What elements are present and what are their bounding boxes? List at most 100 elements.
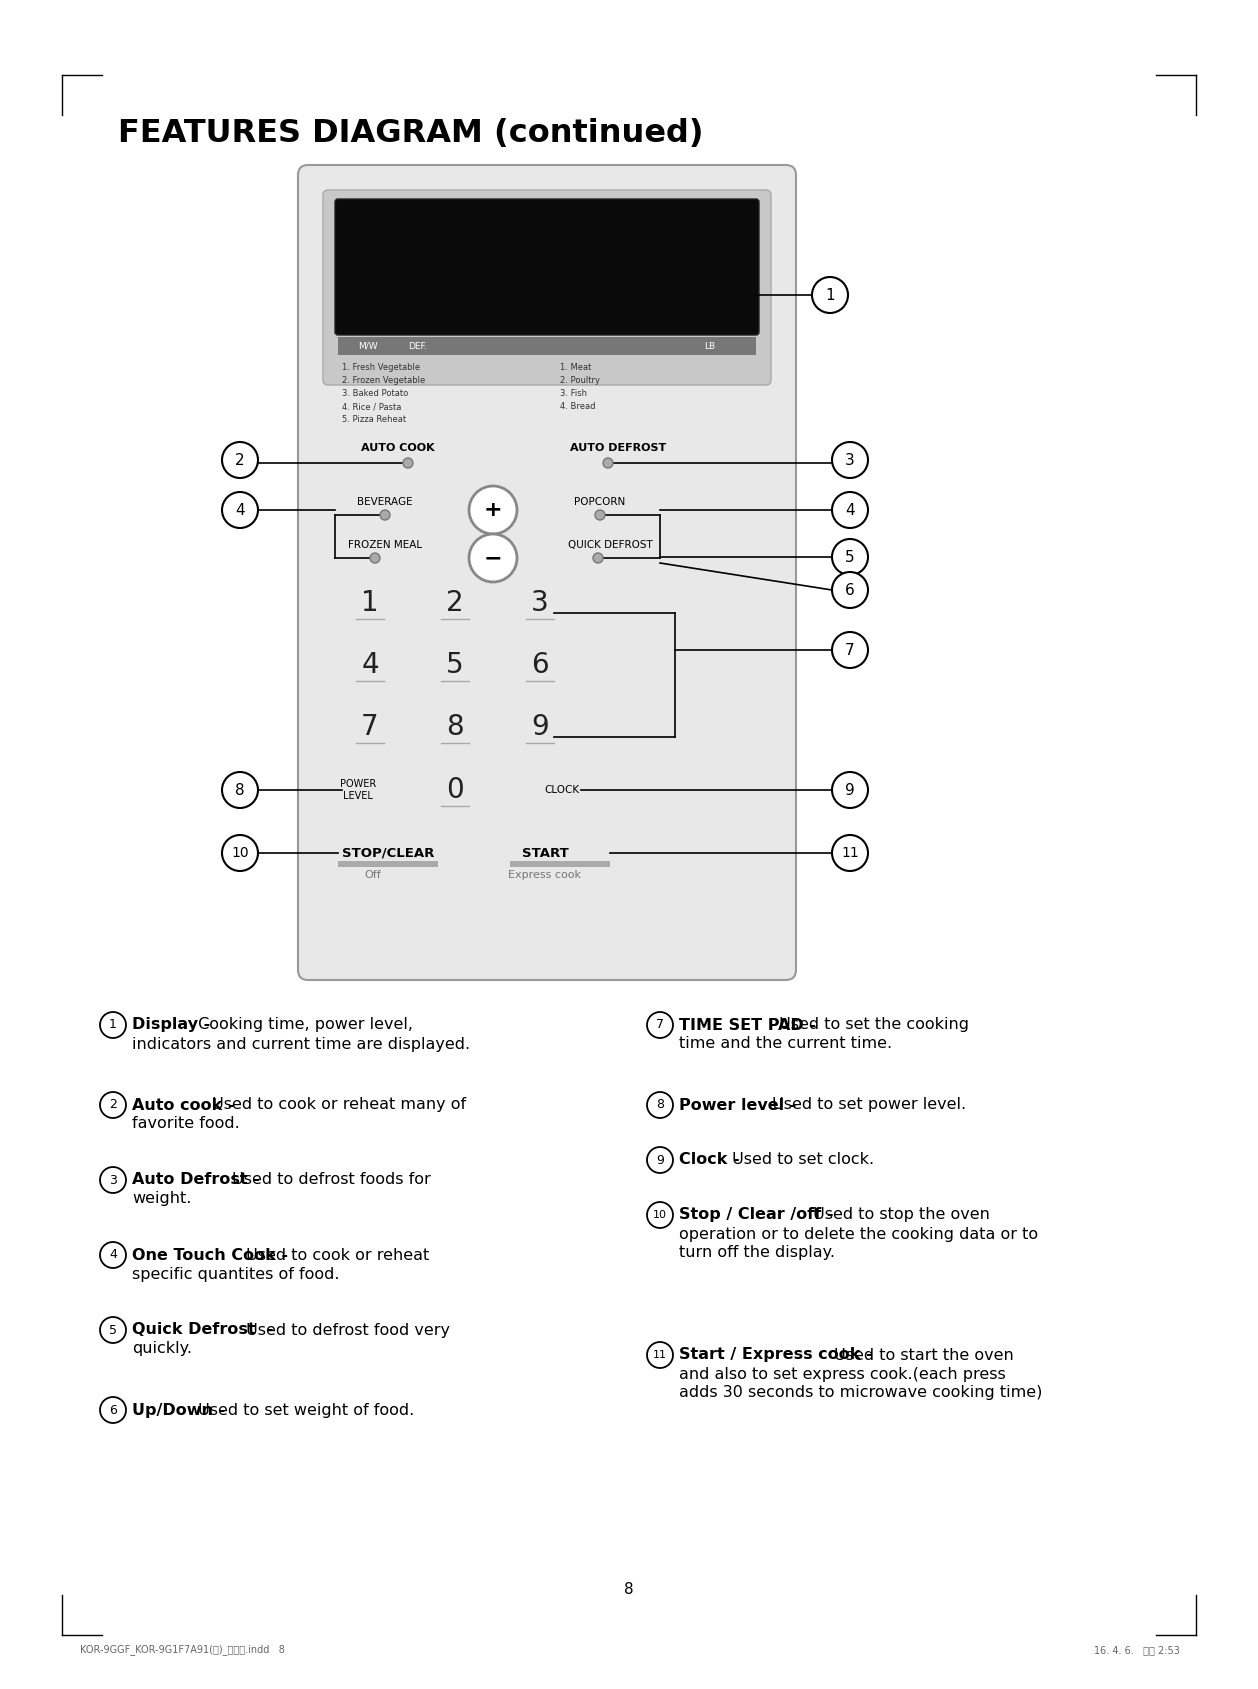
Text: 0: 0: [447, 775, 464, 804]
Text: Used to defrost foods for: Used to defrost foods for: [228, 1172, 431, 1187]
Text: Display -: Display -: [132, 1017, 210, 1032]
Text: 9: 9: [531, 713, 548, 741]
Text: 4: 4: [109, 1248, 117, 1262]
Text: 10: 10: [231, 846, 249, 860]
Circle shape: [832, 491, 868, 529]
Text: Used to set weight of food.: Used to set weight of food.: [194, 1402, 414, 1417]
Circle shape: [469, 486, 517, 534]
Text: Used to cook or reheat many of: Used to cook or reheat many of: [206, 1098, 465, 1113]
Text: 1. Fresh Vegetable: 1. Fresh Vegetable: [342, 363, 420, 372]
Text: 7: 7: [845, 642, 855, 657]
Text: 4. Bread: 4. Bread: [560, 402, 595, 410]
Text: 3: 3: [109, 1174, 117, 1186]
FancyBboxPatch shape: [323, 189, 771, 385]
Bar: [338, 861, 438, 866]
Text: Used to set clock.: Used to set clock.: [727, 1152, 874, 1167]
Text: Stop / Clear /off -: Stop / Clear /off -: [679, 1208, 834, 1223]
Text: LB: LB: [704, 341, 716, 351]
Text: operation or to delete the cooking data or to: operation or to delete the cooking data …: [679, 1226, 1038, 1241]
Text: weight.: weight.: [132, 1191, 191, 1206]
Text: 3: 3: [531, 589, 548, 616]
Text: 8: 8: [235, 782, 245, 797]
Text: 11: 11: [653, 1350, 667, 1360]
Circle shape: [593, 552, 603, 562]
Text: FROZEN MEAL: FROZEN MEAL: [348, 540, 423, 551]
Text: DEF.: DEF.: [409, 341, 428, 351]
Text: 2: 2: [235, 453, 245, 468]
Text: KOR-9GGF_KOR-9G1F7A91(영)_규격용.indd   8: KOR-9GGF_KOR-9G1F7A91(영)_규격용.indd 8: [81, 1645, 284, 1655]
Text: specific quantites of food.: specific quantites of food.: [132, 1267, 340, 1282]
Text: 1. Meat: 1. Meat: [560, 363, 591, 372]
Text: and also to set express cook.(each press: and also to set express cook.(each press: [679, 1366, 1005, 1382]
Circle shape: [221, 443, 258, 478]
Text: Used to start the oven: Used to start the oven: [829, 1348, 1014, 1363]
Text: Used to defrost food very: Used to defrost food very: [240, 1322, 450, 1338]
Circle shape: [832, 573, 868, 608]
Text: 4: 4: [361, 650, 379, 679]
Text: POPCORN: POPCORN: [575, 497, 625, 507]
Text: One Touch Cook -: One Touch Cook -: [132, 1248, 288, 1262]
Circle shape: [380, 510, 390, 520]
Text: 9: 9: [657, 1154, 664, 1167]
Text: 5: 5: [845, 549, 855, 564]
Text: 3. Fish: 3. Fish: [560, 388, 587, 399]
Text: 4: 4: [845, 503, 855, 517]
Circle shape: [603, 458, 613, 468]
Text: 2: 2: [109, 1098, 117, 1111]
Text: 3: 3: [845, 453, 855, 468]
Text: Used to set the cooking: Used to set the cooking: [774, 1017, 969, 1032]
Text: STOP/CLEAR: STOP/CLEAR: [342, 846, 434, 860]
Text: 11: 11: [842, 846, 859, 860]
Circle shape: [832, 834, 868, 872]
Text: favorite food.: favorite food.: [132, 1116, 240, 1132]
Text: 1: 1: [825, 287, 835, 302]
Text: FEATURES DIAGRAM (continued): FEATURES DIAGRAM (continued): [118, 118, 703, 149]
Text: time and the current time.: time and the current time.: [679, 1037, 892, 1052]
Text: 10: 10: [653, 1209, 667, 1219]
Text: CLOCK: CLOCK: [545, 785, 580, 796]
Circle shape: [221, 491, 258, 529]
Circle shape: [221, 834, 258, 872]
Text: Quick Defrost  -: Quick Defrost -: [132, 1322, 273, 1338]
Text: 3. Baked Potato: 3. Baked Potato: [342, 388, 409, 399]
Text: M/W: M/W: [359, 341, 377, 351]
Text: 5: 5: [109, 1324, 117, 1336]
Text: 6: 6: [109, 1404, 117, 1417]
Text: Used to cook or reheat: Used to cook or reheat: [240, 1248, 429, 1262]
Text: 2: 2: [447, 589, 464, 616]
Circle shape: [221, 772, 258, 807]
Circle shape: [811, 277, 848, 312]
FancyBboxPatch shape: [335, 199, 759, 334]
Circle shape: [832, 443, 868, 478]
Text: START: START: [522, 846, 569, 860]
Text: indicators and current time are displayed.: indicators and current time are displaye…: [132, 1037, 470, 1052]
Text: 2. Poultry: 2. Poultry: [560, 377, 600, 385]
Text: 8: 8: [655, 1098, 664, 1111]
Text: 16. 4. 6.   오후 2:53: 16. 4. 6. 오후 2:53: [1094, 1645, 1180, 1655]
Text: 4. Rice / Pasta: 4. Rice / Pasta: [342, 402, 401, 410]
Text: Express cook: Express cook: [508, 870, 581, 880]
Circle shape: [469, 534, 517, 583]
Text: 6: 6: [531, 650, 548, 679]
Circle shape: [595, 510, 605, 520]
Text: 1: 1: [361, 589, 379, 616]
Text: Used to stop the oven: Used to stop the oven: [808, 1208, 990, 1223]
Text: adds 30 seconds to microwave cooking time): adds 30 seconds to microwave cooking tim…: [679, 1385, 1043, 1400]
Text: 6: 6: [845, 583, 855, 598]
Text: 4: 4: [235, 503, 245, 517]
Text: 5: 5: [447, 650, 464, 679]
Text: turn off the display.: turn off the display.: [679, 1245, 835, 1260]
Text: AUTO DEFROST: AUTO DEFROST: [570, 443, 667, 453]
Text: 1: 1: [109, 1018, 117, 1032]
Text: TIME SET PAD -: TIME SET PAD -: [679, 1017, 816, 1032]
Text: 9: 9: [845, 782, 855, 797]
Text: quickly.: quickly.: [132, 1341, 192, 1356]
FancyBboxPatch shape: [298, 166, 796, 980]
Circle shape: [403, 458, 413, 468]
Text: Clock -: Clock -: [679, 1152, 740, 1167]
Text: Used to set power level.: Used to set power level.: [767, 1098, 966, 1113]
Bar: [338, 338, 756, 355]
Text: Cooking time, power level,: Cooking time, power level,: [194, 1017, 413, 1032]
Text: BEVERAGE: BEVERAGE: [357, 497, 413, 507]
Text: AUTO COOK: AUTO COOK: [361, 443, 435, 453]
